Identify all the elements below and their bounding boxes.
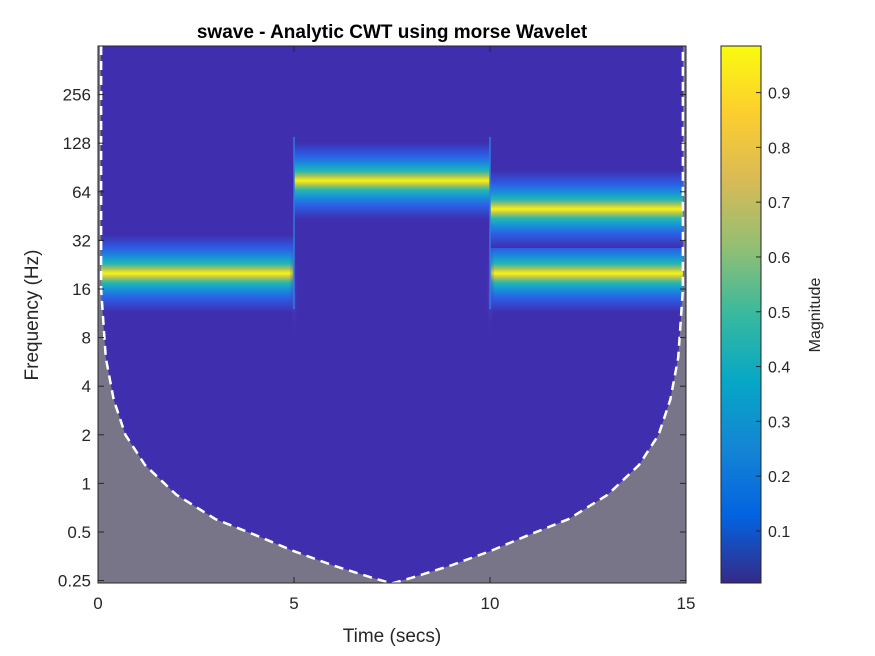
y-tick-label: 4 xyxy=(82,377,91,396)
ridge-tone-75Hz xyxy=(294,141,490,220)
x-axis: 0 5 10 15 xyxy=(93,46,695,613)
colorbar-label: Magnitude xyxy=(807,278,824,353)
colorbar-tick-label: 0.6 xyxy=(768,250,790,267)
x-axis-label: Time (secs) xyxy=(343,626,442,647)
colorbar xyxy=(720,45,762,584)
x-tick-label: 0 xyxy=(93,594,102,613)
y-tick-label: 64 xyxy=(72,183,91,202)
y-tick-label: 1 xyxy=(82,474,91,493)
coi-shading xyxy=(98,46,686,583)
y-tick-label: 16 xyxy=(72,280,91,299)
y-tick-label: 0.5 xyxy=(67,523,91,542)
y-tick-label: 8 xyxy=(82,329,91,348)
colorbar-tick-label: 0.9 xyxy=(768,86,790,103)
ridge-layer xyxy=(98,136,686,349)
ridge-tone-20Hz-a xyxy=(98,234,294,313)
y-tick-label: 0.25 xyxy=(58,572,91,591)
chart-title: swave - Analytic CWT using morse Wavelet xyxy=(197,22,588,43)
colorbar-tick-label: 0.8 xyxy=(768,140,790,157)
ridge-tone-50Hz xyxy=(490,170,686,248)
x-tick-label: 5 xyxy=(289,594,298,613)
cone-of-influence-layer xyxy=(98,46,686,583)
colorbar-tick-label: 0.2 xyxy=(768,469,790,486)
plot-area xyxy=(98,46,686,583)
colorbar-tick-label: 0.1 xyxy=(768,524,790,541)
x-tick-label: 15 xyxy=(677,594,696,613)
x-tick-label: 10 xyxy=(481,594,500,613)
y-axis-label: Frequency (Hz) xyxy=(22,250,43,381)
colorbar-tick-label: 0.4 xyxy=(768,360,790,377)
coi-boundary-line xyxy=(99,46,685,583)
y-tick-label: 128 xyxy=(63,134,91,153)
plot-frame xyxy=(97,45,687,584)
colorbar-ticks: 0.1 0.2 0.3 0.4 0.5 0.6 0.7 0.8 0.9 xyxy=(756,86,790,541)
colorbar-tick-label: 0.3 xyxy=(768,414,790,431)
y-tick-label: 256 xyxy=(63,86,91,105)
y-axis: 0.25 0.5 1 2 4 8 16 32 64 128 256 xyxy=(58,86,686,591)
y-tick-label: 32 xyxy=(72,231,91,250)
colorbar-tick-label: 0.7 xyxy=(768,195,790,212)
colorbar-tick-label: 0.5 xyxy=(768,305,790,322)
y-tick-label: 2 xyxy=(82,426,91,445)
